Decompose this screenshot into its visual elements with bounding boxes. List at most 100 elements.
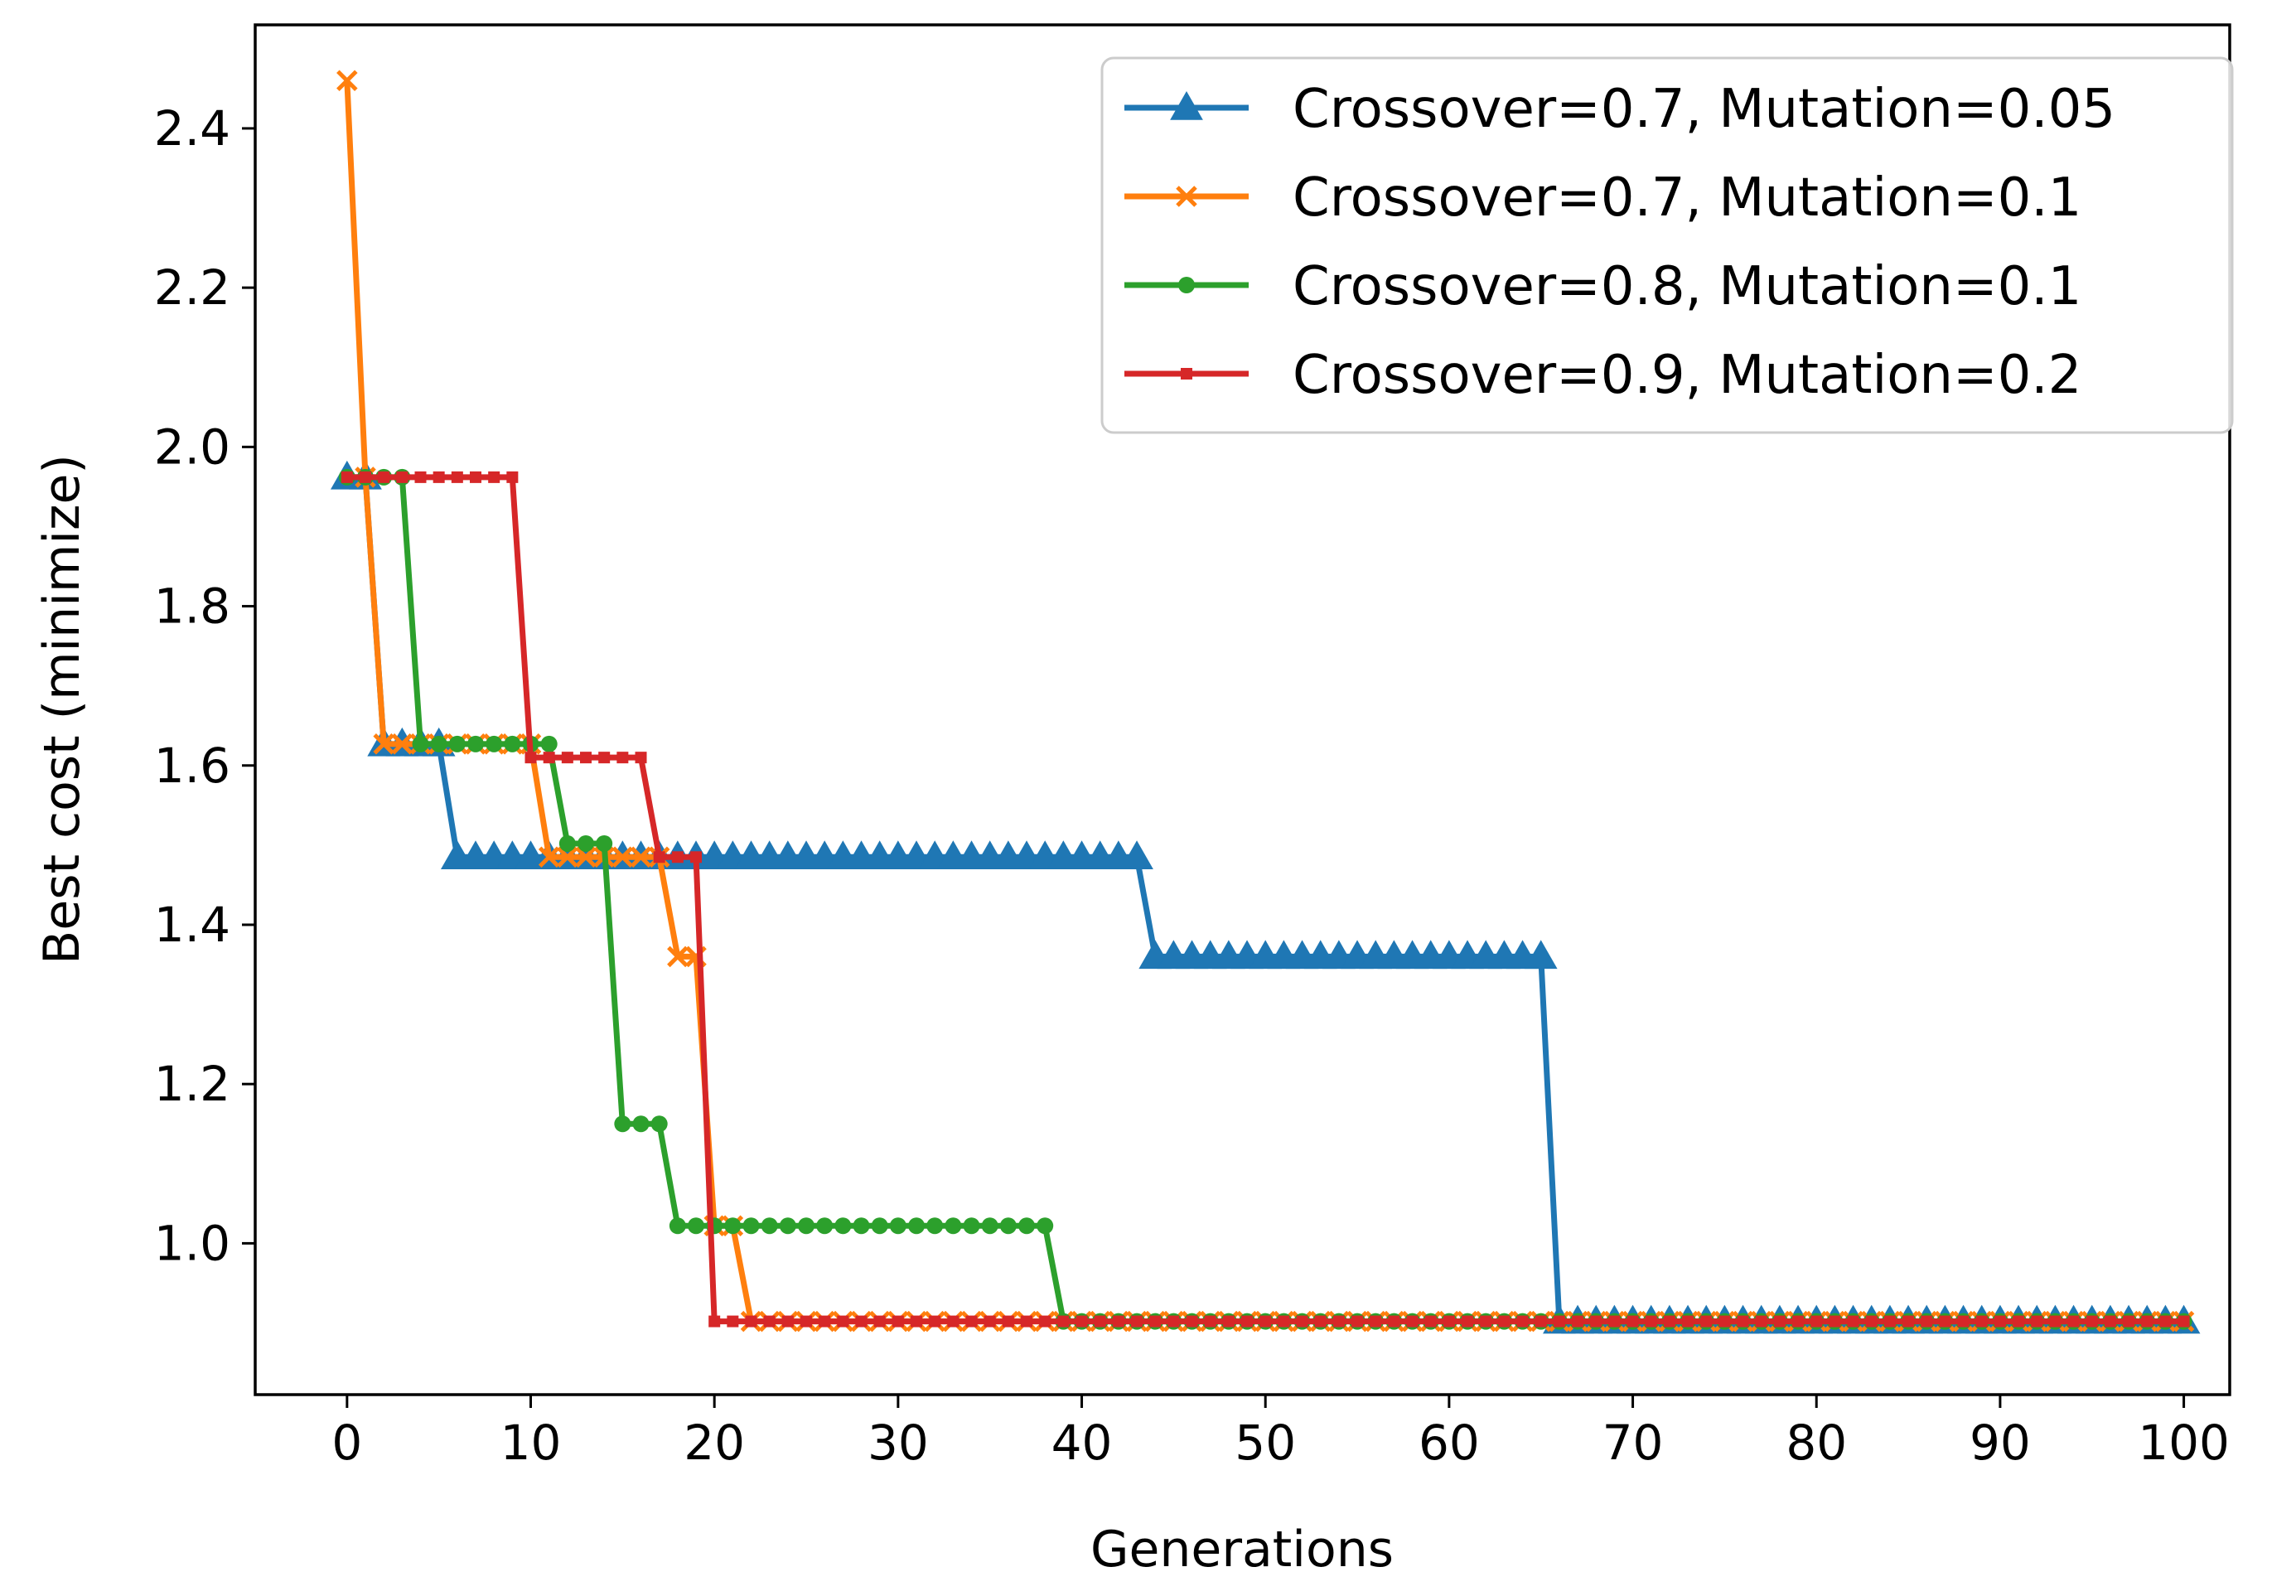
- data-point: [616, 752, 629, 764]
- data-point: [1535, 1315, 1547, 1328]
- data-point: [653, 851, 665, 863]
- data-point: [488, 471, 500, 483]
- data-point: [981, 1217, 998, 1235]
- data-point: [1388, 1315, 1400, 1328]
- data-point: [889, 1217, 906, 1235]
- x-axis-label: Generations: [1090, 1521, 1394, 1579]
- x-tick-label: 70: [1602, 1415, 1664, 1471]
- data-point: [543, 752, 555, 764]
- data-point: [742, 1217, 760, 1235]
- data-point: [908, 1217, 926, 1235]
- data-point: [558, 834, 576, 852]
- data-point: [871, 1217, 888, 1235]
- data-point: [1700, 1315, 1713, 1328]
- data-point: [1443, 1315, 1455, 1328]
- data-point: [1021, 1315, 1033, 1328]
- data-point: [2178, 1315, 2190, 1328]
- data-point: [984, 1315, 996, 1328]
- legend-marker: [1176, 186, 1197, 207]
- data-point: [561, 752, 573, 764]
- data-point: [1975, 1315, 1988, 1328]
- data-point: [470, 471, 482, 483]
- data-point: [2086, 1315, 2098, 1328]
- data-point: [2123, 1315, 2135, 1328]
- legend: Crossover=0.7, Mutation=0.05 Crossover=0.…: [1100, 56, 2234, 434]
- data-point: [1883, 1315, 1896, 1328]
- data-point: [761, 1217, 778, 1235]
- data-point: [873, 1315, 886, 1328]
- y-tick-label: 2.2: [154, 259, 230, 316]
- data-point: [1351, 1315, 1364, 1328]
- plot-area-frame: [254, 23, 2231, 1396]
- data-point: [688, 1217, 705, 1235]
- data-point: [1018, 1217, 1036, 1235]
- x-tick-label: 60: [1419, 1415, 1480, 1471]
- data-point: [800, 1315, 813, 1328]
- y-tick-label: 1.8: [154, 578, 230, 635]
- x-tick-label: 10: [500, 1415, 562, 1471]
- x-tick-label: 40: [1051, 1415, 1113, 1471]
- data-point: [1204, 1315, 1216, 1328]
- data-point: [2031, 1315, 2043, 1328]
- data-point: [816, 1217, 834, 1235]
- data-point: [926, 1217, 944, 1235]
- data-point: [1112, 1315, 1124, 1328]
- data-point: [1332, 1315, 1345, 1328]
- legend-entry: Crossover=0.7, Mutation=0.05: [1124, 79, 2115, 140]
- data-point: [504, 735, 521, 752]
- legend-marker: [1170, 90, 1203, 120]
- legend-label: Crossover=0.7, Mutation=0.1: [1293, 167, 2081, 229]
- data-point: [1516, 1315, 1529, 1328]
- series-4: [341, 471, 2190, 1328]
- data-point: [632, 1115, 650, 1133]
- data-point: [1057, 1315, 1070, 1328]
- data-point: [667, 946, 689, 968]
- data-point: [1037, 1217, 1054, 1235]
- data-point: [1406, 1315, 1419, 1328]
- x-axis: 0 10 20 30 40 50 60 70 80 90 100: [331, 1395, 2230, 1471]
- data-point: [1829, 1315, 1841, 1328]
- legend-entry: Crossover=0.9, Mutation=0.2: [1124, 345, 2081, 406]
- data-point: [412, 735, 429, 752]
- data-point: [1737, 1315, 1749, 1328]
- data-point: [1002, 1315, 1014, 1328]
- data-point: [1939, 1315, 1951, 1328]
- data-point: [580, 752, 592, 764]
- data-point: [1149, 1315, 1162, 1328]
- data-point: [506, 471, 519, 483]
- data-point: [708, 1315, 721, 1328]
- data-point: [2141, 1315, 2153, 1328]
- data-point: [1847, 1315, 1859, 1328]
- data-point: [578, 834, 595, 852]
- data-point: [1590, 1315, 1602, 1328]
- data-point: [373, 733, 394, 755]
- data-point: [855, 1315, 868, 1328]
- data-point: [448, 735, 466, 752]
- data-point: [892, 1315, 904, 1328]
- data-point: [819, 1315, 831, 1328]
- legend-label: Crossover=0.9, Mutation=0.2: [1293, 345, 2081, 406]
- data-point: [1424, 1315, 1437, 1328]
- data-point: [524, 752, 537, 764]
- x-tick-label: 100: [2138, 1415, 2230, 1471]
- data-point: [1865, 1315, 1878, 1328]
- data-point: [598, 752, 611, 764]
- data-point: [724, 1217, 742, 1235]
- data-point: [834, 1217, 852, 1235]
- y-tick-label: 1.0: [154, 1215, 230, 1271]
- data-point: [2104, 1315, 2116, 1328]
- data-point: [1462, 1315, 1474, 1328]
- data-point: [430, 735, 447, 752]
- data-point: [378, 471, 390, 483]
- data-point: [433, 471, 445, 483]
- data-point: [947, 1315, 959, 1328]
- data-point: [414, 471, 427, 483]
- data-point: [1259, 1315, 1272, 1328]
- x-tick-label: 50: [1235, 1415, 1296, 1471]
- legend-entry: Crossover=0.8, Mutation=0.1: [1124, 256, 2081, 317]
- x-tick-label: 90: [1970, 1415, 2031, 1471]
- legend-marker: [1181, 368, 1192, 380]
- data-point: [690, 851, 703, 863]
- data-point: [999, 1217, 1017, 1235]
- data-point: [2159, 1315, 2172, 1328]
